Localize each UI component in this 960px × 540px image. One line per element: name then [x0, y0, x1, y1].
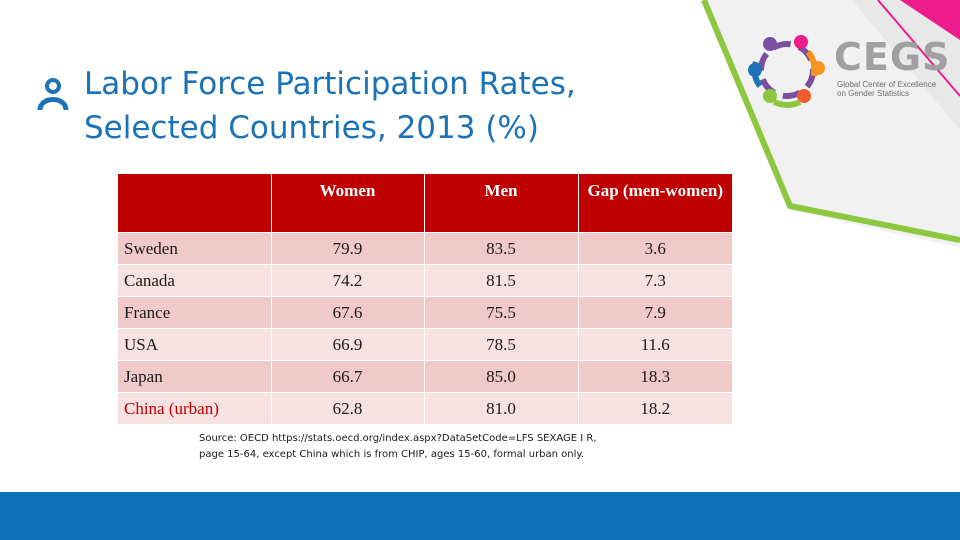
logo-subtitle-line-1: Global Center of Excellence	[837, 80, 937, 89]
table-row: Japan 66.7 85.0 18.3	[118, 360, 732, 393]
title-line-1: Labor Force Participation Rates,	[84, 66, 576, 102]
table-row: France 67.6 75.5 7.9	[118, 296, 732, 329]
gap-cell: 3.6	[578, 232, 732, 265]
source-note: Source: OECD https://stats.oecd.org/inde…	[199, 431, 669, 463]
country-cell: France	[118, 296, 272, 329]
title-line-2: Selected Countries, 2013 (%)	[84, 110, 539, 146]
men-cell: 78.5	[424, 328, 579, 361]
women-cell: 67.6	[271, 296, 425, 329]
table-header-row: Women Men Gap (men-women)	[118, 174, 732, 233]
source-line-2: page 15-64, except China which is from C…	[199, 449, 585, 460]
table-row: Sweden 79.9 83.5 3.6	[118, 232, 732, 265]
header-men: Men	[424, 174, 579, 233]
women-cell: 74.2	[271, 264, 425, 297]
header-gap: Gap (men-women)	[578, 174, 732, 233]
country-cell: Canada	[118, 264, 272, 297]
women-cell: 79.9	[271, 232, 425, 265]
country-cell: Japan	[118, 360, 272, 393]
country-cell: China (urban)	[118, 392, 272, 424]
men-cell: 85.0	[424, 360, 579, 393]
gap-cell: 11.6	[578, 328, 732, 361]
men-cell: 81.5	[424, 264, 579, 297]
gap-cell: 7.3	[578, 264, 732, 297]
men-cell: 83.5	[424, 232, 579, 265]
header-women: Women	[271, 174, 425, 233]
men-cell: 81.0	[424, 392, 579, 424]
logo-subtitle: Global Center of Excellence on Gender St…	[837, 80, 955, 98]
header-country	[118, 174, 272, 233]
participation-table: Women Men Gap (men-women) Sweden 79.9 83…	[118, 174, 732, 424]
country-cell: USA	[118, 328, 272, 361]
footer-bar	[0, 492, 960, 540]
men-cell: 75.5	[424, 296, 579, 329]
country-cell: Sweden	[118, 232, 272, 265]
cegs-logo: CEGS Global Center of Excellence on Gend…	[744, 30, 954, 110]
table-row: Canada 74.2 81.5 7.3	[118, 264, 732, 297]
women-cell: 66.9	[271, 328, 425, 361]
person-icon	[37, 78, 69, 111]
women-cell: 66.7	[271, 360, 425, 393]
slide-title: Labor Force Participation Rates, Selecte…	[84, 62, 644, 150]
gap-cell: 7.9	[578, 296, 732, 329]
logo-wordmark: CEGS	[834, 35, 951, 79]
gap-cell: 18.2	[578, 392, 732, 424]
logo-subtitle-line-2: on Gender Statistics	[837, 89, 910, 98]
women-cell: 62.8	[271, 392, 425, 424]
table-row: USA 66.9 78.5 11.6	[118, 328, 732, 361]
people-circle-logo-icon	[748, 35, 825, 108]
table-row: China (urban) 62.8 81.0 18.2	[118, 392, 732, 424]
gap-cell: 18.3	[578, 360, 732, 393]
source-line-1: Source: OECD https://stats.oecd.org/inde…	[199, 433, 597, 444]
